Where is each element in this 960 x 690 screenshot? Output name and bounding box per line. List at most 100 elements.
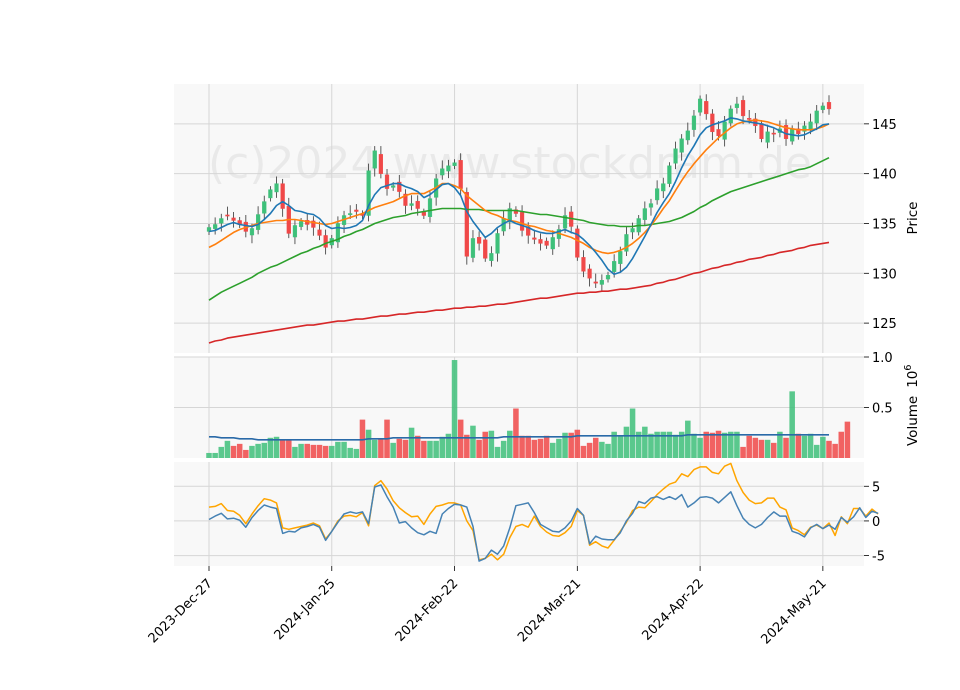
candle-body [483, 239, 488, 259]
candle-body [587, 268, 592, 279]
candle-body [814, 110, 819, 124]
candle-body [759, 123, 764, 139]
volume-bar [322, 445, 329, 458]
volume-bar [783, 437, 789, 458]
candle-body [317, 229, 322, 236]
volume-bar [249, 445, 255, 458]
volume-bar [316, 444, 323, 458]
volume-bar [292, 446, 298, 458]
volume-bar [832, 443, 838, 458]
candle-body [550, 237, 555, 250]
volume-bar [335, 441, 341, 458]
price-tick-label: 140 [872, 168, 897, 183]
candle-body [519, 212, 525, 231]
volume-bar [703, 431, 709, 458]
candle-body [734, 103, 740, 108]
price-tick-label: 130 [872, 267, 897, 282]
volume-bar [770, 442, 777, 458]
volume-bar [599, 441, 605, 458]
watermark: (c)2024 www.stockdram.de [208, 138, 812, 189]
volume-bar [482, 431, 488, 458]
candle-body [697, 98, 703, 113]
volume-bar [777, 431, 783, 458]
volume-bar [286, 439, 292, 458]
candle-body [562, 215, 568, 229]
volume-axis-title-main: Volume [905, 396, 921, 446]
volume-bar [556, 438, 562, 458]
volume-bar [691, 433, 697, 458]
volume-bar [734, 431, 740, 458]
volume-bar [402, 439, 409, 458]
volume-bar [464, 434, 470, 458]
volume-bar [820, 436, 826, 458]
candle-body [256, 214, 261, 230]
ma-20-line [208, 119, 830, 255]
volume-bar [801, 435, 808, 458]
volume-bar [574, 429, 581, 458]
candle-body [213, 224, 218, 229]
volume-bar [476, 439, 482, 458]
candle-body [655, 188, 660, 201]
candle-body [532, 237, 537, 240]
candle-body [292, 225, 298, 238]
volume-bar [470, 425, 476, 458]
oscillator-panel-bg [174, 462, 864, 566]
volume-bar [813, 444, 820, 458]
volume-bar [838, 431, 845, 458]
candle-body [446, 165, 451, 172]
volume-bar [592, 437, 599, 458]
oscillator-blue-line [208, 484, 879, 562]
candle-body [409, 203, 414, 206]
candle-body [268, 189, 273, 199]
candle-body [372, 150, 377, 169]
volume-bar [629, 408, 636, 458]
candle-body [802, 125, 807, 132]
volume-bar [494, 446, 501, 458]
volume-bar [439, 436, 446, 458]
candle-body [249, 228, 255, 236]
volume-bar [341, 441, 347, 458]
volume-bar [414, 435, 421, 458]
candle-body [274, 183, 279, 193]
candle-body [427, 198, 433, 217]
candle-body [489, 253, 494, 261]
volume-bar [267, 437, 274, 458]
candle-body [808, 121, 813, 130]
candle-body [354, 209, 359, 212]
candle-body [378, 154, 383, 174]
candle-body [796, 128, 801, 135]
volume-bar [421, 440, 427, 458]
volume-bar [728, 431, 734, 458]
volume-bar [605, 443, 611, 458]
candle-body [704, 101, 709, 115]
volume-bar [826, 440, 832, 458]
candle-body [452, 162, 457, 166]
candle-body [366, 170, 371, 216]
volume-tick-label: 0.5 [872, 402, 893, 417]
candle-body [679, 138, 684, 153]
candle-body [391, 185, 396, 188]
volume-bar [666, 431, 673, 458]
volume-bar [279, 439, 286, 458]
volume-axis-title-base: 10 [905, 371, 921, 388]
volume-bar [273, 436, 280, 458]
volume-bar [457, 419, 464, 458]
candle-body [593, 281, 598, 284]
candle-body [691, 115, 697, 130]
volume-bar [746, 435, 752, 458]
volume-bar [586, 442, 593, 458]
volume-bar [795, 433, 802, 458]
volume-bar [433, 440, 439, 458]
candle-body [624, 234, 629, 252]
x-tick-label: 2024-Jan-25 [272, 576, 339, 643]
volume-bar [611, 431, 617, 458]
x-tick-label: 2024-Mar-21 [515, 576, 584, 645]
volume-bar [390, 442, 396, 458]
volume-bar [721, 432, 728, 458]
candle-body [470, 238, 476, 258]
ma-10-line [208, 117, 830, 276]
candle-body [642, 208, 647, 220]
candle-body [661, 183, 666, 192]
volume-bar [329, 445, 335, 458]
volume-bar [789, 391, 795, 458]
